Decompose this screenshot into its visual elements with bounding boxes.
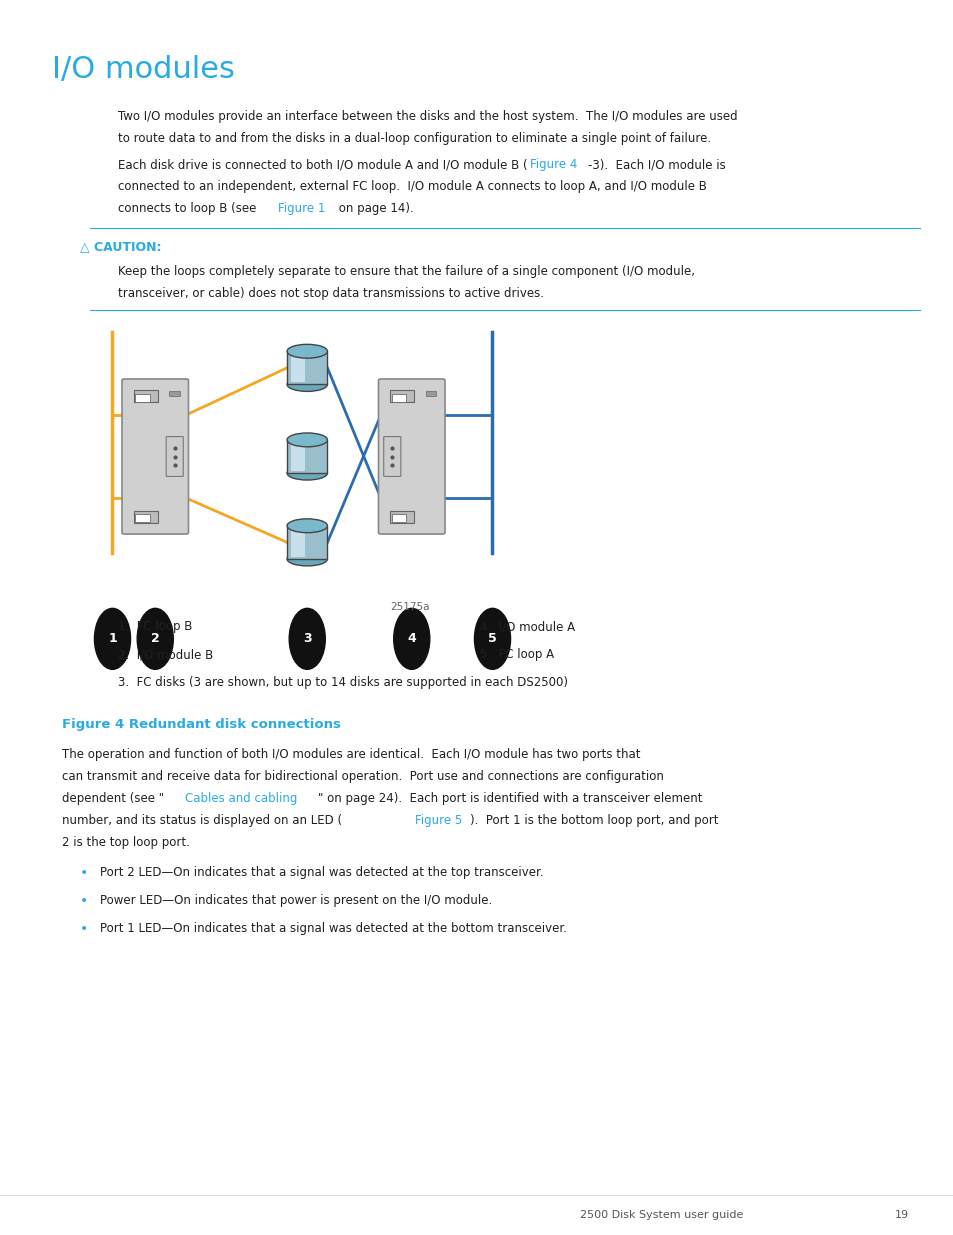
Text: The operation and function of both I/O modules are identical.  Each I/O module h: The operation and function of both I/O m… [62,748,639,761]
Ellipse shape [287,519,327,532]
Text: •: • [80,894,89,908]
Circle shape [289,609,325,669]
Text: 1.  FC loop B: 1. FC loop B [118,620,193,634]
Ellipse shape [287,378,327,391]
Bar [287,526,327,559]
Text: -3).  Each I/O module is: -3). Each I/O module is [587,158,725,170]
Bar [135,394,150,401]
Text: connected to an independent, external FC loop.  I/O module A connects to loop A,: connected to an independent, external FC… [118,180,706,193]
Text: Each disk drive is connected to both I/O module A and I/O module B (: Each disk drive is connected to both I/O… [118,158,527,170]
Text: Power LED—On indicates that power is present on the I/O module.: Power LED—On indicates that power is pre… [100,894,492,906]
Text: 2500 Disk System user guide: 2500 Disk System user guide [579,1210,742,1220]
Text: Figure 4 Redundant disk connections: Figure 4 Redundant disk connections [62,718,340,731]
Text: 2: 2 [151,632,159,646]
Text: Two I/O modules provide an interface between the disks and the host system.  The: Two I/O modules provide an interface bet… [118,110,737,124]
Text: Figure 1: Figure 1 [277,203,325,215]
Bar [287,351,327,384]
Bar [133,390,157,403]
Text: 5.  FC loop A: 5. FC loop A [479,648,554,661]
Text: on page 14).: on page 14). [335,203,414,215]
Text: number, and its status is displayed on an LED (: number, and its status is displayed on a… [62,814,342,827]
Circle shape [474,609,510,669]
Text: Port 1 LED—On indicates that a signal was detected at the bottom transceiver.: Port 1 LED—On indicates that a signal wa… [100,923,566,935]
Text: to route data to and from the disks in a dual-loop configuration to eliminate a : to route data to and from the disks in a… [118,132,710,144]
Text: 1: 1 [108,632,117,646]
Circle shape [94,609,131,669]
Ellipse shape [287,552,327,566]
Text: •: • [80,923,89,936]
Ellipse shape [287,466,327,480]
Bar [135,515,150,522]
Bar [291,529,305,557]
Text: Figure 5: Figure 5 [415,814,462,827]
FancyBboxPatch shape [378,379,444,534]
Text: I/O modules: I/O modules [52,56,234,84]
Text: " on page 24).  Each port is identified with a transceiver element: " on page 24). Each port is identified w… [317,792,701,805]
Bar [291,353,305,383]
Text: ).  Port 1 is the bottom loop port, and port: ). Port 1 is the bottom loop port, and p… [470,814,718,827]
Text: Port 2 LED—On indicates that a signal was detected at the top transceiver.: Port 2 LED—On indicates that a signal wa… [100,866,543,879]
Text: 25175a: 25175a [390,601,429,613]
Text: 4.  I/O module A: 4. I/O module A [479,620,575,634]
FancyBboxPatch shape [166,436,183,477]
Text: connects to loop B (see: connects to loop B (see [118,203,260,215]
Text: 3.  FC disks (3 are shown, but up to 14 disks are supported in each DS2500): 3. FC disks (3 are shown, but up to 14 d… [118,676,567,689]
Text: 4: 4 [407,632,416,646]
Text: △ CAUTION:: △ CAUTION: [80,240,161,253]
Circle shape [137,609,173,669]
FancyBboxPatch shape [122,379,189,534]
Text: Figure 4: Figure 4 [530,158,577,170]
Ellipse shape [287,345,327,358]
Ellipse shape [287,433,327,447]
Bar [392,394,406,401]
Text: 2 is the top loop port.: 2 is the top loop port. [62,836,190,848]
Bar [170,390,180,395]
Text: transceiver, or cable) does not stop data transmissions to active drives.: transceiver, or cable) does not stop dat… [118,287,543,300]
Text: 5: 5 [488,632,497,646]
Bar [392,515,406,522]
Text: 3: 3 [303,632,312,646]
Text: 2.  I/O module B: 2. I/O module B [118,648,213,661]
Text: Cables and cabling: Cables and cabling [185,792,297,805]
Circle shape [394,609,430,669]
Text: Keep the loops completely separate to ensure that the failure of a single compon: Keep the loops completely separate to en… [118,266,695,278]
Text: 19: 19 [894,1210,908,1220]
Bar [133,510,157,522]
Bar [390,390,414,403]
Bar [287,440,327,473]
Text: can transmit and receive data for bidirectional operation.  Port use and connect: can transmit and receive data for bidire… [62,769,663,783]
FancyBboxPatch shape [383,436,400,477]
Text: •: • [80,866,89,881]
Bar [291,442,305,471]
Bar [426,390,436,395]
Bar [390,510,414,522]
Text: dependent (see ": dependent (see " [62,792,164,805]
